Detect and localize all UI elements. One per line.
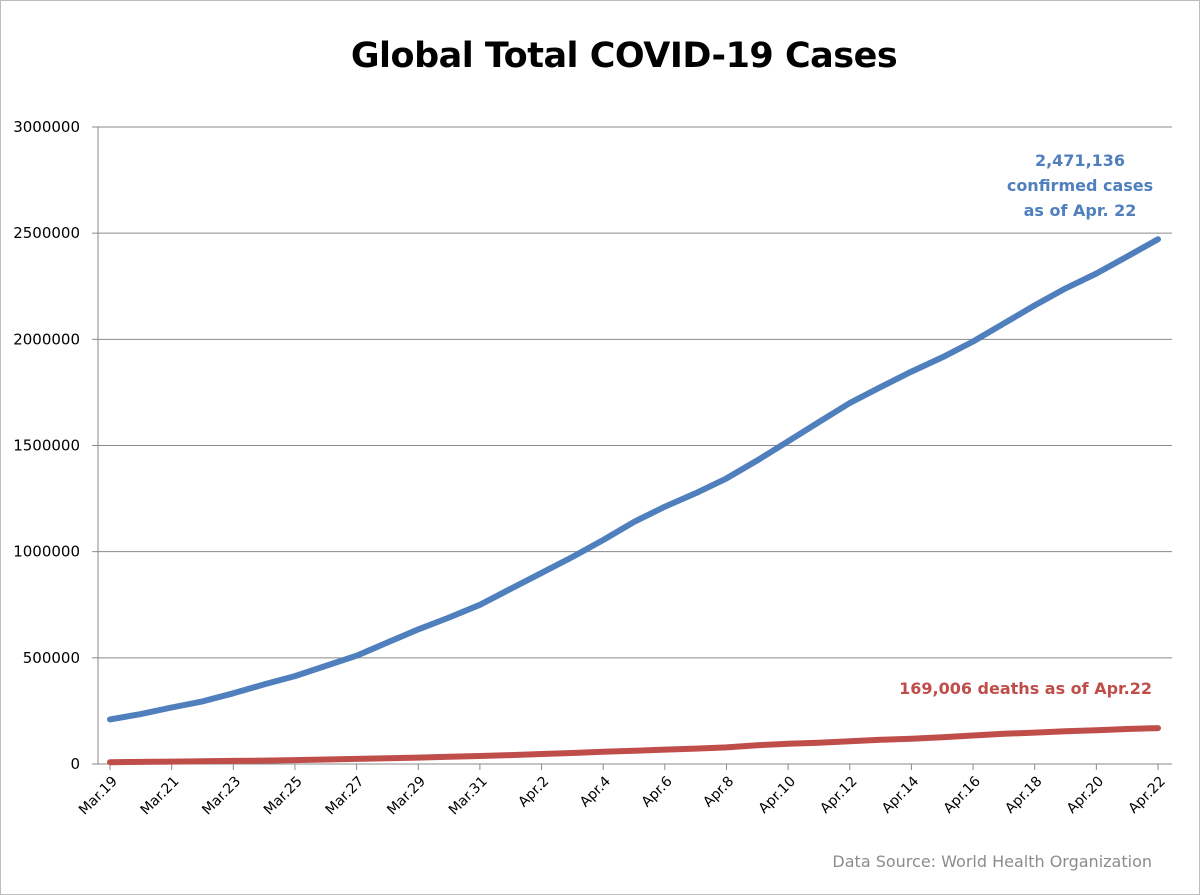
x-axis-ticks: Mar.19 Mar.21 Mar.23 Mar.25 Mar.27 Mar.29 Mar.… — [76, 764, 1169, 818]
data-source-note: Data Source: World Health Organization — [832, 852, 1152, 871]
confirmed-annotation-line-3: as of Apr. 22 — [1024, 201, 1137, 220]
y-tick-label: 1500000 — [13, 437, 80, 455]
x-tick-label: Apr.14 — [879, 773, 922, 816]
x-tick-label: Apr.20 — [1064, 774, 1107, 817]
chart-title: Global Total COVID-19 Cases — [350, 36, 898, 76]
x-tick-label: Apr.4 — [577, 773, 614, 810]
y-tick-label: 3000000 — [13, 118, 80, 136]
gridlines — [98, 126, 1172, 659]
deaths-annotation: 169,006 deaths as of Apr.22 — [899, 679, 1152, 698]
x-tick-label: Apr.16 — [941, 773, 984, 816]
x-tick-label: Apr.22 — [1126, 774, 1169, 817]
x-tick-label: Mar.21 — [138, 774, 183, 819]
confirmed-annotation-line-1: 2,471,136 — [1035, 151, 1125, 170]
x-tick-label: Mar.29 — [384, 774, 429, 819]
x-tick-label: Mar.23 — [199, 774, 244, 819]
series-group — [107, 236, 1161, 766]
x-tick-label: Apr.8 — [700, 774, 737, 811]
y-tick-label: 0 — [70, 755, 80, 773]
series-line-deaths — [107, 725, 1161, 766]
y-tick-label: 500000 — [23, 649, 80, 667]
x-tick-label: Apr.12 — [817, 774, 860, 817]
y-tick-label: 2500000 — [13, 224, 80, 242]
x-tick-label: Apr.6 — [639, 773, 676, 810]
series-line-confirmed — [107, 236, 1161, 723]
x-tick-label: Mar.25 — [261, 774, 306, 819]
x-tick-label: Apr.18 — [1002, 774, 1045, 817]
x-tick-label: Apr.10 — [756, 774, 799, 817]
x-tick-label: Mar.27 — [323, 774, 368, 819]
y-axis-ticks: 0 500000 1000000 1500000 2000000 2500000 30000… — [13, 118, 98, 773]
y-tick-label: 1000000 — [13, 543, 80, 561]
x-tick-label: Apr.2 — [515, 774, 552, 811]
x-tick-label: Mar.31 — [446, 774, 491, 819]
x-tick-label: Mar.19 — [76, 774, 121, 819]
confirmed-annotation-line-2: confirmed cases — [1007, 176, 1153, 195]
y-tick-label: 2000000 — [13, 330, 80, 348]
